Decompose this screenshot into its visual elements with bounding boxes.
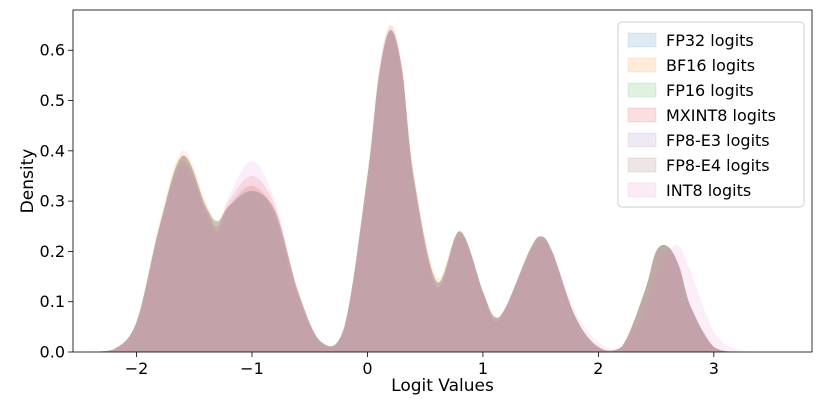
legend-swatch-int8-logits	[627, 182, 657, 198]
density-area-fp8-e3-logits	[90, 30, 761, 353]
legend-label-fp16-logits: FP16 logits	[666, 81, 754, 100]
legend-swatch-fp8-e4-logits	[627, 157, 657, 173]
density-fills	[90, 25, 761, 353]
plot-frame	[72, 9, 813, 353]
legend-swatch-mxint8-logits	[627, 107, 657, 123]
density-area-int8-logits	[90, 25, 761, 353]
legend-label-fp32-logits: FP32 logits	[666, 31, 754, 50]
legend-swatch-fp16-logits	[627, 82, 657, 98]
legend-label-fp8-e3-logits: FP8-E3 logits	[666, 131, 770, 150]
y-tick-label: 0.0	[40, 343, 65, 362]
x-tick-label: 2	[593, 359, 603, 378]
y-axis-label: Density	[18, 149, 38, 214]
legend-label-fp8-e4-logits: FP8-E4 logits	[666, 156, 770, 175]
y-tick-label: 0.4	[40, 141, 65, 160]
x-tick-label: 0	[362, 359, 372, 378]
y-axis-ticks: 0.0 0.1 0.2 0.3 0.4 0.5 0.6	[40, 41, 73, 362]
y-tick-label: 0.5	[40, 91, 65, 110]
density-area-fp8-e4-logits	[90, 30, 761, 353]
legend-label-bf16-logits: BF16 logits	[666, 56, 755, 75]
legend-label-int8-logits: INT8 logits	[666, 181, 751, 200]
y-tick-label: 0.1	[40, 292, 65, 311]
y-tick-label: 0.3	[40, 192, 65, 211]
legend-swatch-fp32-logits	[627, 32, 657, 48]
legend: FP32 logits BF16 logits FP16 logits MXINT8 …	[617, 21, 805, 208]
density-area-fp32-logits	[90, 30, 761, 353]
x-tick-label: −1	[240, 359, 264, 378]
legend-swatch-bf16-logits	[627, 57, 657, 73]
x-tick-label: 3	[709, 359, 719, 378]
density-area-fp16-logits	[90, 30, 761, 353]
legend-swatch-fp8-e3-logits	[627, 132, 657, 148]
x-tick-label: −2	[125, 359, 149, 378]
density-area-mxint8-logits	[90, 30, 761, 353]
y-tick-label: 0.2	[40, 242, 65, 261]
x-axis-ticks: −2 −1 0 1 2 3	[125, 352, 719, 378]
y-tick-label: 0.6	[40, 41, 65, 60]
legend-box	[617, 21, 805, 208]
density-area-bf16-logits	[90, 25, 761, 353]
x-axis-label: Logit Values	[391, 376, 494, 396]
x-tick-label: 1	[478, 359, 488, 378]
legend-label-mxint8-logits: MXINT8 logits	[666, 106, 776, 125]
